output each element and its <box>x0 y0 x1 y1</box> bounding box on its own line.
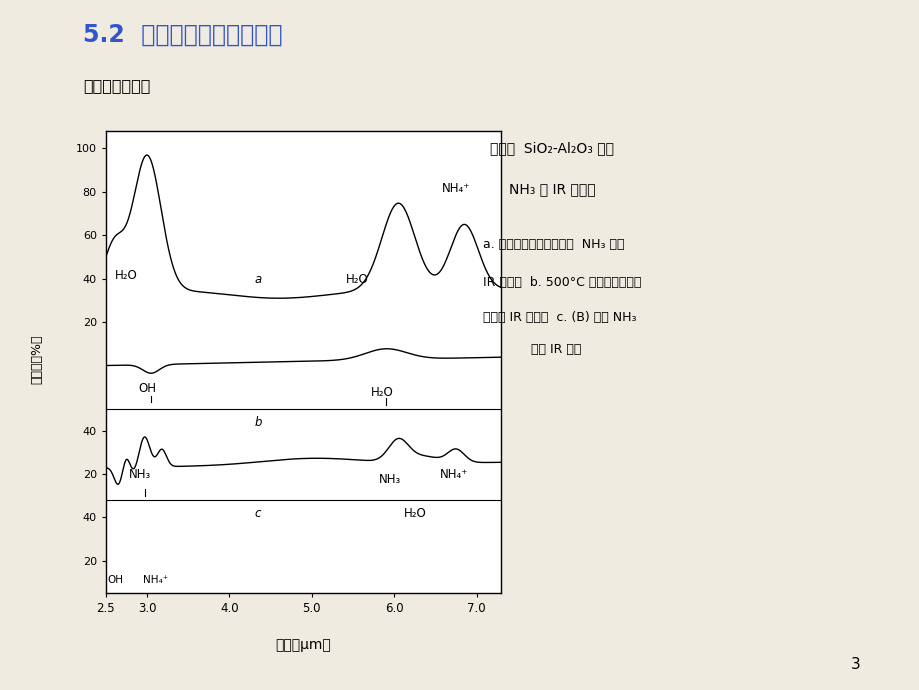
Text: NH₄⁺: NH₄⁺ <box>441 182 470 195</box>
Text: 化剂的 IR 光谱；  c. (B) 吸附 NH₃: 化剂的 IR 光谱； c. (B) 吸附 NH₃ <box>482 311 636 324</box>
Text: NH₃ 的 IR 光谱图: NH₃ 的 IR 光谱图 <box>508 182 595 196</box>
Text: IR 光谱；  b. 500°C 排气焙烧后的催: IR 光谱； b. 500°C 排气焙烧后的催 <box>482 277 641 289</box>
Text: NH₄⁺: NH₄⁺ <box>142 575 167 584</box>
Text: NH₄⁺: NH₄⁺ <box>439 469 467 482</box>
Text: OH: OH <box>138 382 156 395</box>
Text: a: a <box>254 273 261 286</box>
Text: NH₃: NH₃ <box>379 473 401 486</box>
Text: 吸附在  SiO₂-Al₂O₃ 上的: 吸附在 SiO₂-Al₂O₃ 上的 <box>490 141 613 155</box>
Text: 透过率（%）: 透过率（%） <box>30 334 43 384</box>
Text: 后的 IR 光谱: 后的 IR 光谱 <box>531 344 581 356</box>
Text: H₂O: H₂O <box>346 273 369 286</box>
Text: b: b <box>254 416 261 429</box>
Text: 波长（μm）: 波长（μm） <box>276 638 331 651</box>
Text: a. 催化剂排气焙烧前吸附  NH₃ 时的: a. 催化剂排气焙烧前吸附 NH₃ 时的 <box>482 239 624 251</box>
Text: OH: OH <box>108 575 123 584</box>
Text: NH₃: NH₃ <box>130 469 152 482</box>
Text: 3: 3 <box>850 658 859 672</box>
Text: H₂O: H₂O <box>115 268 138 282</box>
Text: H₂O: H₂O <box>403 507 425 520</box>
Text: c: c <box>254 507 260 520</box>
Text: 硅铝胶的酸中心: 硅铝胶的酸中心 <box>83 78 150 92</box>
Text: 5.2  酸中心的类型及其鉴定: 5.2 酸中心的类型及其鉴定 <box>83 22 282 46</box>
Text: H₂O: H₂O <box>370 386 392 399</box>
